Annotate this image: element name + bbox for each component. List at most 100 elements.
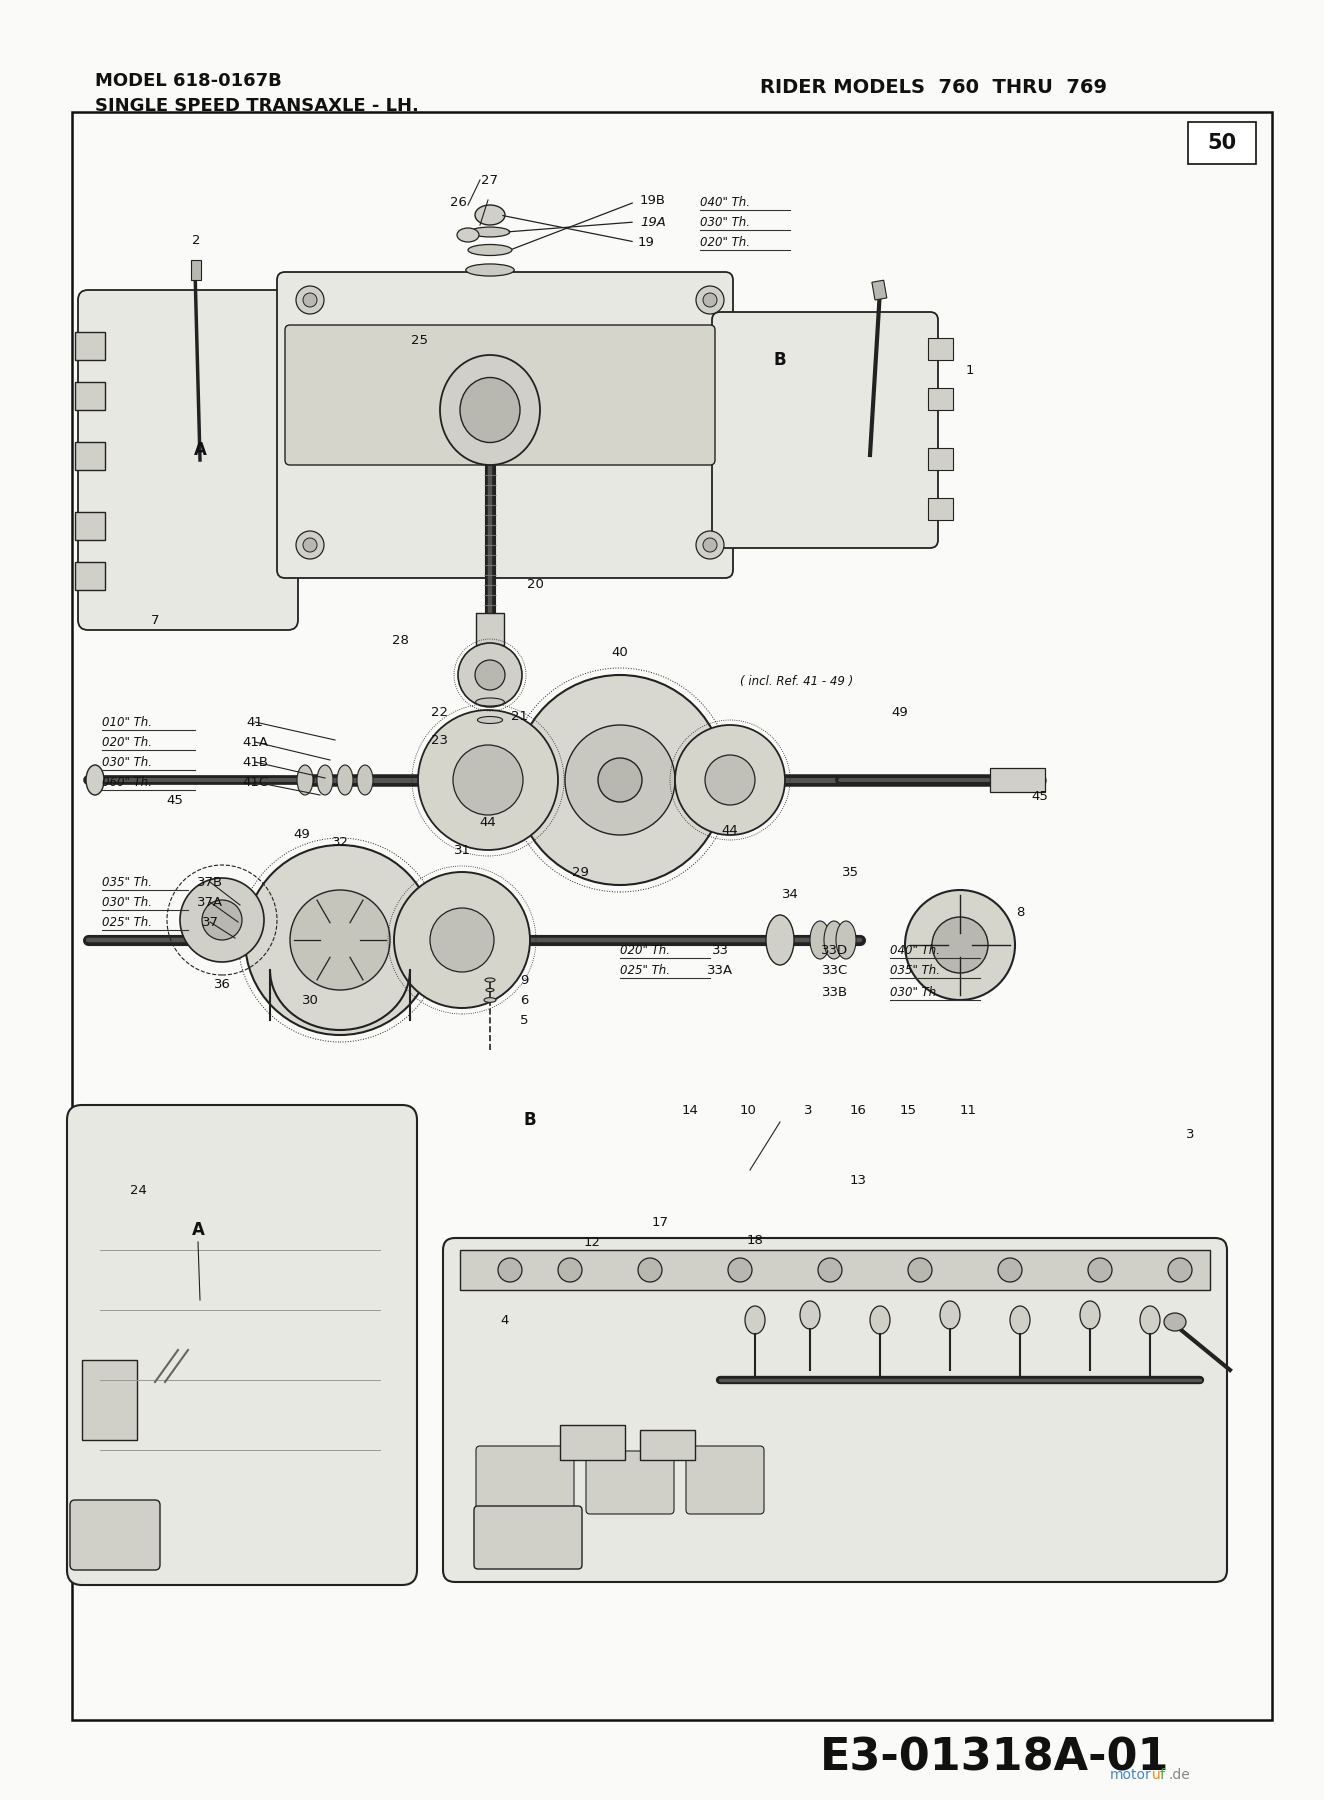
Text: 35: 35: [842, 866, 858, 878]
Ellipse shape: [457, 229, 479, 241]
Circle shape: [290, 889, 391, 990]
Bar: [1188, 122, 1256, 164]
Text: 33A: 33A: [707, 963, 733, 976]
Text: 030" Th.: 030" Th.: [700, 216, 749, 229]
Bar: [560, 1426, 625, 1460]
Text: SINGLE SPEED TRANSAXLE - LH.: SINGLE SPEED TRANSAXLE - LH.: [95, 97, 418, 115]
Text: 33: 33: [711, 943, 728, 956]
Text: 23: 23: [432, 734, 449, 747]
Circle shape: [557, 1258, 583, 1282]
Text: 10: 10: [740, 1103, 756, 1116]
Text: 060" Th.: 060" Th.: [102, 776, 152, 788]
Ellipse shape: [466, 265, 514, 275]
Circle shape: [598, 758, 642, 803]
Circle shape: [932, 916, 988, 974]
Circle shape: [703, 538, 718, 553]
Bar: [928, 448, 953, 470]
Ellipse shape: [86, 765, 105, 796]
Circle shape: [395, 871, 530, 1008]
Text: 45: 45: [167, 794, 184, 806]
Circle shape: [297, 531, 324, 560]
FancyBboxPatch shape: [686, 1445, 764, 1514]
FancyBboxPatch shape: [285, 326, 715, 464]
Text: 37B: 37B: [197, 875, 222, 889]
Bar: [639, 1429, 695, 1460]
Bar: [75, 382, 105, 410]
Circle shape: [418, 709, 557, 850]
Circle shape: [998, 1258, 1022, 1282]
Ellipse shape: [475, 698, 504, 706]
Text: 6: 6: [520, 994, 528, 1006]
Bar: [928, 338, 953, 360]
Text: A: A: [193, 441, 207, 459]
Ellipse shape: [940, 1301, 960, 1328]
Text: 44: 44: [479, 815, 496, 828]
Circle shape: [458, 643, 522, 707]
Circle shape: [245, 844, 436, 1035]
FancyBboxPatch shape: [474, 1507, 583, 1570]
Text: 22: 22: [432, 706, 449, 718]
Text: 2: 2: [192, 234, 200, 247]
Ellipse shape: [824, 922, 843, 959]
Text: 010" Th.: 010" Th.: [102, 715, 152, 729]
Text: 030" Th.: 030" Th.: [102, 756, 152, 769]
Text: 020" Th.: 020" Th.: [620, 943, 670, 956]
Text: .de: .de: [1168, 1768, 1190, 1782]
Ellipse shape: [810, 922, 830, 959]
Text: 41B: 41B: [242, 756, 267, 769]
Circle shape: [303, 293, 316, 308]
Circle shape: [453, 745, 523, 815]
Text: B: B: [773, 351, 786, 369]
Bar: [75, 331, 105, 360]
Bar: [928, 499, 953, 520]
FancyBboxPatch shape: [712, 311, 937, 547]
Circle shape: [475, 661, 504, 689]
Text: 37: 37: [201, 916, 218, 929]
Text: 44: 44: [722, 824, 739, 837]
Ellipse shape: [357, 765, 373, 796]
Circle shape: [430, 907, 494, 972]
Text: 030" Th.: 030" Th.: [890, 986, 940, 999]
Bar: [75, 443, 105, 470]
Text: 040" Th.: 040" Th.: [890, 943, 940, 956]
Text: 19B: 19B: [639, 194, 666, 207]
FancyBboxPatch shape: [444, 1238, 1227, 1582]
FancyBboxPatch shape: [587, 1451, 674, 1514]
Text: 27: 27: [482, 173, 499, 187]
Circle shape: [297, 286, 324, 313]
Ellipse shape: [800, 1301, 820, 1328]
Text: 025" Th.: 025" Th.: [620, 963, 670, 976]
FancyBboxPatch shape: [277, 272, 733, 578]
Text: 45: 45: [1031, 790, 1049, 803]
Circle shape: [728, 1258, 752, 1282]
Circle shape: [203, 900, 242, 940]
Text: 3: 3: [804, 1103, 812, 1116]
Text: 14: 14: [682, 1103, 699, 1116]
Ellipse shape: [470, 227, 510, 238]
Text: 3: 3: [1186, 1129, 1194, 1141]
Text: 41A: 41A: [242, 736, 267, 749]
Text: 15: 15: [899, 1103, 916, 1116]
Circle shape: [675, 725, 785, 835]
Text: 17: 17: [651, 1215, 669, 1228]
Text: 49: 49: [891, 706, 908, 718]
Ellipse shape: [745, 1307, 765, 1334]
Circle shape: [1088, 1258, 1112, 1282]
FancyBboxPatch shape: [78, 290, 298, 630]
Bar: [75, 562, 105, 590]
Circle shape: [696, 286, 724, 313]
Text: 1: 1: [965, 364, 974, 376]
Bar: [990, 769, 1045, 792]
Text: 41: 41: [246, 715, 263, 729]
Text: 40: 40: [612, 646, 629, 659]
Text: 31: 31: [454, 844, 470, 857]
FancyBboxPatch shape: [70, 1499, 160, 1570]
Text: 020" Th.: 020" Th.: [700, 236, 749, 248]
Ellipse shape: [297, 765, 312, 796]
Bar: [82, 1361, 136, 1440]
Text: 025" Th.: 025" Th.: [102, 916, 152, 929]
Ellipse shape: [467, 245, 512, 256]
Bar: [75, 511, 105, 540]
Ellipse shape: [338, 765, 354, 796]
Text: A: A: [192, 1220, 204, 1238]
